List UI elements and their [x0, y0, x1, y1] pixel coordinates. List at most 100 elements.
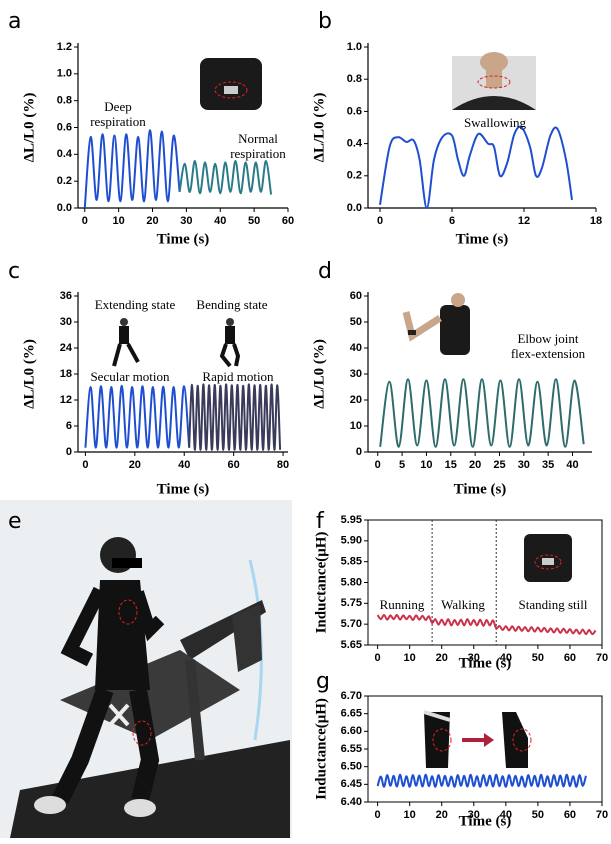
x-tick-label: 40: [500, 652, 512, 664]
x-tick-label: 60: [564, 652, 576, 664]
x-axis-label: Time (s): [459, 813, 512, 829]
y-tick-label: 5.70: [341, 618, 362, 630]
y-tick-label: 30: [350, 368, 362, 380]
y-tick-label: 10: [350, 420, 362, 432]
y-tick-label: 5.80: [341, 576, 362, 588]
x-tick-label: 18: [590, 215, 602, 227]
y-tick-label: 0.4: [57, 148, 73, 160]
y-axis-label: ΔL/L0 (%): [21, 339, 37, 409]
x-tick-label: 40: [178, 459, 190, 471]
y-tick-label: 5.65: [341, 639, 362, 651]
y-tick-label: 1.2: [57, 41, 72, 53]
x-tick-label: 60: [282, 215, 294, 227]
x-tick-label: 60: [228, 459, 240, 471]
annotation: Elbow joint: [517, 331, 578, 346]
inset-knee: [423, 710, 532, 768]
x-tick-label: 5: [399, 459, 405, 471]
annotation: Extending state: [95, 297, 176, 312]
y-tick-label: 0.2: [347, 170, 362, 182]
x-tick-label: 0: [82, 215, 88, 227]
annotation: Running: [380, 597, 425, 612]
y-tick-label: 0.4: [347, 138, 363, 150]
panel-letter: g: [316, 669, 330, 694]
x-tick-label: 50: [248, 215, 260, 227]
signal-line: [379, 378, 585, 448]
y-axis-label: ΔL/L0 (%): [311, 93, 327, 163]
signal-line: [84, 384, 191, 449]
annotation: Bending state: [196, 297, 267, 312]
x-tick-label: 20: [469, 459, 481, 471]
x-tick-label: 40: [566, 459, 578, 471]
x-tick-label: 10: [404, 809, 416, 821]
panel-letter: b: [318, 9, 332, 34]
signal-line: [379, 125, 573, 210]
y-axis-label: Inductance(μH): [313, 532, 329, 634]
panel-letter: a: [8, 9, 21, 34]
y-tick-label: 1.0: [347, 41, 362, 53]
x-tick-label: 10: [113, 215, 125, 227]
inset-chest: [200, 58, 262, 110]
y-tick-label: 20: [350, 394, 362, 406]
y-tick-label: 36: [60, 290, 72, 302]
y-axis-label: Inductance(μH): [313, 698, 329, 800]
x-tick-label: 30: [468, 652, 480, 664]
x-tick-label: 12: [518, 215, 530, 227]
x-tick-label: 20: [436, 652, 448, 664]
x-tick-label: 0: [377, 215, 383, 227]
y-tick-label: 6.50: [341, 761, 362, 773]
inset-arm: [402, 293, 470, 355]
photo-treadmill: [0, 500, 292, 838]
x-tick-label: 30: [518, 459, 530, 471]
annotation: respiration: [90, 114, 146, 129]
y-tick-label: 24: [60, 342, 73, 354]
y-tick-label: 0.6: [57, 121, 72, 133]
x-axis-label: Time (s): [157, 231, 210, 247]
panel-letter: f: [316, 509, 325, 534]
y-tick-label: 0.8: [57, 95, 72, 107]
x-tick-label: 0: [82, 459, 88, 471]
x-axis-label: Time (s): [157, 481, 210, 497]
panel-letter: d: [318, 259, 332, 284]
x-tick-label: 20: [436, 809, 448, 821]
y-tick-label: 6.55: [341, 743, 362, 755]
annotation: respiration: [230, 146, 286, 161]
y-tick-label: 0: [66, 446, 72, 458]
y-tick-label: 6.70: [341, 690, 362, 702]
y-tick-label: 6: [66, 420, 72, 432]
panel-letter: c: [8, 259, 20, 284]
y-axis-label: ΔL/L0 (%): [311, 339, 327, 409]
signal-line: [188, 383, 282, 451]
x-tick-label: 35: [542, 459, 554, 471]
panel-letter: e: [8, 509, 22, 534]
x-tick-label: 50: [532, 652, 544, 664]
annotation: Normal: [238, 131, 278, 146]
x-tick-label: 40: [500, 809, 512, 821]
x-tick-label: 40: [214, 215, 226, 227]
y-tick-label: 0.8: [347, 73, 362, 85]
x-tick-label: 10: [404, 652, 416, 664]
inset-neck: [452, 52, 536, 110]
y-tick-label: 0.0: [57, 202, 72, 214]
inset-chest-f: [524, 534, 572, 582]
signal-line: [83, 129, 181, 209]
annotation: Deep: [104, 99, 131, 114]
annotation: Swallowing: [464, 115, 527, 130]
y-tick-label: 6.65: [341, 708, 362, 720]
y-tick-label: 60: [350, 290, 362, 302]
y-tick-label: 5.75: [341, 597, 362, 609]
x-tick-label: 30: [468, 809, 480, 821]
y-tick-label: 40: [350, 342, 362, 354]
annotation: Rapid motion: [202, 369, 274, 384]
y-tick-label: 1.0: [57, 68, 72, 80]
y-tick-label: 50: [350, 316, 362, 328]
y-tick-label: 12: [60, 394, 72, 406]
x-tick-label: 20: [146, 215, 158, 227]
x-tick-label: 0: [375, 459, 381, 471]
inset-legs: [112, 318, 241, 368]
y-tick-label: 5.95: [341, 514, 362, 526]
x-tick-label: 60: [564, 809, 576, 821]
signal-line: [376, 614, 597, 636]
x-tick-label: 70: [596, 809, 608, 821]
x-tick-label: 25: [493, 459, 505, 471]
